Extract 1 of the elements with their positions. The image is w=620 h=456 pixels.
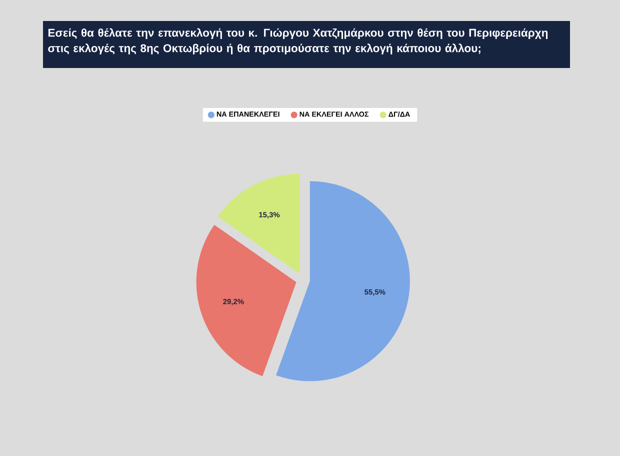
chart-title: Εσείς θα θέλατε την επανεκλογή του κ. Γιώργου Χατζημάρκου στην θέση του Περιφερειάρχη στις εκλογές της 8ης Οκτωβρίου ή θα προτιμούσατε την εκλογή κάποιου άλλου;	[48, 28, 548, 54]
